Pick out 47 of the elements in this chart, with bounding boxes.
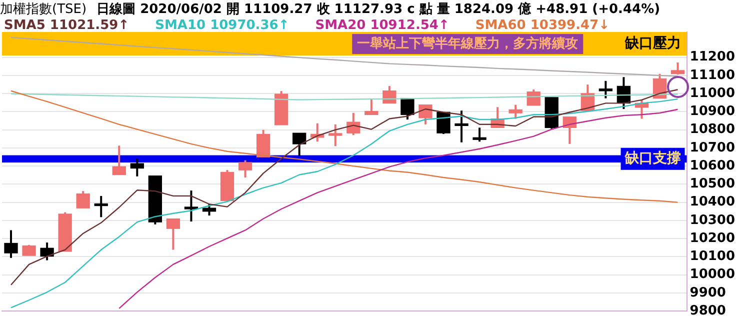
y-tick-label: 9900 — [690, 285, 726, 300]
y-tick-label: 10300 — [690, 212, 736, 228]
candlestick — [166, 218, 180, 251]
candlestick — [130, 158, 144, 178]
y-tick-label: 10600 — [690, 158, 736, 174]
candlestick — [328, 123, 342, 148]
chart-subtitle: 日線圖 2020/06/02 開 11109.27 收 11127.93 c 點 量 1824.09 億 +48.91 (+0.44%) — [96, 0, 660, 18]
candlestick — [76, 190, 90, 210]
candlestick — [346, 112, 360, 136]
text: SMA5 11021.59↑ — [4, 18, 130, 33]
y-tick-label: 10200 — [690, 230, 736, 246]
y-tick-label: 10900 — [690, 104, 736, 120]
candlestick — [472, 126, 486, 143]
candlestick — [22, 244, 36, 257]
candlestick — [382, 84, 396, 104]
y-tick-label: 10500 — [690, 176, 736, 192]
y-tick-label: 11100 — [690, 68, 736, 83]
chart-title: 加權指數(TSE) — [0, 1, 87, 18]
candlestick — [364, 98, 378, 116]
y-tick-label: 10800 — [690, 122, 736, 138]
band-label: 缺口支撐 — [624, 150, 681, 166]
candlestick — [94, 194, 108, 218]
candlestick — [508, 104, 522, 120]
candlestick — [598, 80, 613, 100]
text: SMA60 10399.47↓ — [475, 18, 610, 33]
annotation: 一舉站上下彎半年線壓力，多方將續攻 — [357, 35, 578, 52]
y-tick-label: 10000 — [690, 267, 736, 282]
y-tick-label: 11200 — [690, 50, 736, 65]
candlestick — [400, 97, 414, 121]
y-tick-label: 11000 — [690, 86, 736, 101]
candlestick — [4, 229, 18, 259]
candlestick — [418, 104, 432, 126]
y-tick-label: 9800 — [690, 303, 726, 318]
candlestick — [454, 110, 468, 144]
candlestick — [670, 61, 685, 76]
y-tick-label: 10400 — [690, 194, 736, 210]
candlestick — [238, 159, 252, 178]
candlestick — [184, 190, 198, 223]
candlestick — [256, 128, 270, 158]
text: SMA20 10912.54↑ — [315, 18, 450, 33]
candlestick — [292, 132, 306, 157]
candlestick — [112, 144, 126, 176]
text: SMA10 10970.36↑ — [155, 18, 290, 33]
y-tick-label: 10100 — [690, 249, 736, 264]
candlestick — [40, 242, 54, 262]
y-tick-label: 10700 — [690, 140, 736, 156]
band-label: 缺口壓力 — [624, 35, 681, 52]
